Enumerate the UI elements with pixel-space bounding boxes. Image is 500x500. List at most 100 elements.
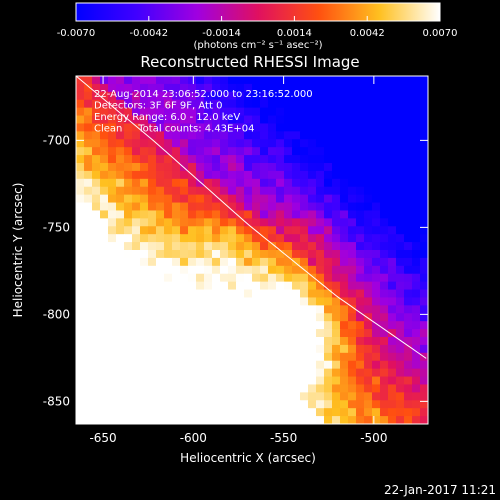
heatmap-cell: [324, 83, 333, 93]
heatmap-cell: [164, 107, 173, 117]
heatmap-cell: [124, 305, 133, 314]
heatmap-cell: [260, 91, 269, 101]
heatmap-cell: [364, 289, 373, 298]
heatmap-cell: [412, 186, 421, 196]
heatmap-cell: [276, 234, 285, 243]
heatmap-cell: [228, 321, 237, 330]
heatmap-cell: [268, 360, 277, 370]
heatmap-cell: [268, 226, 277, 235]
heatmap-cell: [420, 416, 428, 424]
heatmap-cell: [220, 91, 229, 101]
heatmap-cell: [260, 202, 269, 211]
heatmap-cell: [180, 226, 189, 235]
heatmap-cell: [324, 115, 333, 124]
heatmap-cell: [92, 194, 101, 204]
heatmap-cell: [100, 155, 109, 164]
heatmap-cell: [292, 257, 301, 267]
heatmap-cell: [268, 76, 277, 85]
heatmap-cell: [244, 329, 253, 338]
heatmap-cell: [316, 384, 325, 393]
heatmap-cell: [404, 202, 413, 211]
heatmap-cell: [108, 384, 117, 393]
heatmap-cell: [148, 297, 157, 306]
heatmap-cell: [92, 416, 101, 424]
heatmap-cell: [140, 163, 149, 172]
heatmap-cell: [252, 297, 261, 306]
heatmap-cell: [276, 91, 285, 101]
heatmap-cell: [252, 257, 261, 267]
heatmap-cell: [420, 384, 428, 393]
heatmap-cell: [412, 289, 421, 298]
heatmap-cell: [356, 360, 365, 370]
heatmap-cell: [404, 226, 413, 235]
heatmap-cell: [108, 344, 117, 354]
heatmap-cell: [380, 400, 389, 409]
heatmap-cell: [132, 313, 141, 322]
heatmap-cell: [412, 321, 421, 330]
heatmap-cell: [180, 305, 189, 314]
heatmap-cell: [156, 305, 165, 314]
heatmap-cell: [300, 139, 309, 148]
heatmap-cell: [220, 234, 229, 243]
heatmap-cell: [252, 305, 261, 314]
heatmap-cell: [196, 297, 205, 306]
heatmap-cell: [164, 360, 173, 370]
heatmap-cell: [76, 305, 85, 314]
heatmap-cell: [236, 218, 245, 227]
heatmap-cell: [340, 344, 349, 354]
heatmap-cell: [308, 83, 317, 93]
heatmap-cell: [132, 99, 141, 109]
heatmap-cell: [284, 265, 293, 275]
heatmap-cell: [404, 297, 413, 306]
heatmap-cell: [364, 202, 373, 211]
heatmap-cell: [148, 123, 157, 132]
heatmap-cell: [116, 337, 125, 346]
heatmap-cell: [316, 265, 325, 275]
heatmap-cell: [420, 178, 428, 188]
heatmap-cell: [292, 337, 301, 346]
heatmap-cell: [292, 250, 301, 259]
heatmap-cell: [396, 368, 405, 378]
heatmap-cell: [124, 163, 133, 172]
heatmap-cell: [236, 352, 245, 362]
heatmap-cell: [396, 226, 405, 235]
heatmap-cell: [348, 289, 357, 298]
heatmap-cell: [164, 155, 173, 164]
heatmap-cell: [132, 91, 141, 101]
heatmap-cell: [84, 234, 93, 243]
heatmap-cell: [300, 305, 309, 314]
heatmap-cell: [220, 408, 229, 417]
heatmap-cell: [300, 400, 309, 409]
heatmap-cell: [348, 139, 357, 148]
heatmap-cell: [220, 416, 229, 424]
heatmap-cell: [84, 226, 93, 235]
heatmap-cell: [316, 131, 325, 140]
heatmap-cell: [132, 273, 141, 283]
heatmap-cell: [164, 384, 173, 393]
heatmap-cell: [228, 352, 237, 362]
heatmap-cell: [220, 337, 229, 346]
heatmap-cell: [148, 218, 157, 227]
heatmap-cell: [332, 281, 341, 291]
heatmap-cell: [76, 123, 85, 132]
heatmap-cell: [300, 147, 309, 156]
heatmap-cell: [292, 416, 301, 424]
heatmap-cell: [324, 76, 333, 85]
heatmap-cell: [148, 337, 157, 346]
heatmap-cell: [292, 321, 301, 330]
heatmap-cell: [100, 170, 109, 180]
y-tick-label: -800: [43, 307, 70, 321]
heatmap-cell: [340, 91, 349, 101]
heatmap-cell: [268, 194, 277, 204]
heatmap-cell: [164, 368, 173, 378]
heatmap-cell: [356, 115, 365, 124]
heatmap-cell: [100, 218, 109, 227]
heatmap-cell: [412, 107, 421, 117]
heatmap-cell: [76, 384, 85, 393]
heatmap-cell: [220, 139, 229, 148]
heatmap-cell: [236, 313, 245, 322]
heatmap-cell: [324, 360, 333, 370]
heatmap-cell: [292, 289, 301, 298]
heatmap-cell: [156, 123, 165, 132]
heatmap-cell: [236, 170, 245, 180]
